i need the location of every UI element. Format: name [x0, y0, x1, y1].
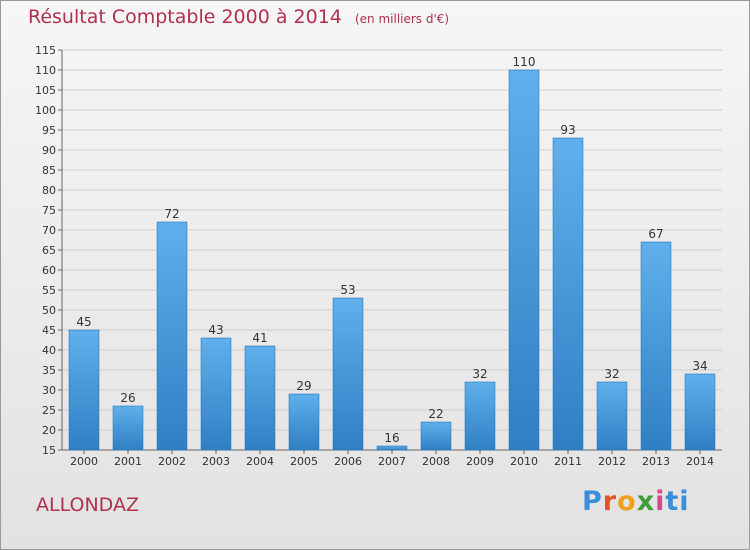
bar: [508, 69, 540, 451]
bar: [112, 405, 144, 451]
x-tick-label: 2011: [554, 455, 582, 468]
y-tick-label: 80: [42, 184, 56, 197]
data-label: 53: [340, 283, 355, 297]
data-label: 29: [296, 379, 311, 393]
y-tick-label: 60: [42, 264, 56, 277]
y-tick-label: 50: [42, 304, 56, 317]
data-label: 26: [120, 391, 135, 405]
commune-name: ALLONDAZ: [36, 494, 139, 516]
logo-letter: x: [636, 486, 656, 517]
y-tick-label: 15: [42, 444, 56, 457]
y-tick-label: 65: [42, 244, 56, 257]
x-tick-label: 2000: [70, 455, 98, 468]
y-tick-label: 85: [42, 164, 56, 177]
data-label: 43: [208, 323, 223, 337]
logo-letter: i: [655, 486, 666, 517]
data-label: 32: [472, 367, 487, 381]
logo-letter: o: [617, 486, 637, 517]
bar: [464, 381, 496, 451]
bar: [288, 393, 320, 451]
data-label: 22: [428, 407, 443, 421]
y-tick-label: 25: [42, 404, 56, 417]
y-tick-label: 105: [35, 84, 56, 97]
data-label: 67: [648, 227, 663, 241]
data-label: 72: [164, 207, 179, 221]
x-tick-label: 2012: [598, 455, 626, 468]
x-tick-label: 2001: [114, 455, 142, 468]
bar: [376, 445, 408, 451]
x-tick-label: 2004: [246, 455, 274, 468]
bar: [420, 421, 452, 451]
data-label: 32: [604, 367, 619, 381]
x-tick-label: 2007: [378, 455, 406, 468]
bar: [596, 381, 628, 451]
y-tick-label: 75: [42, 204, 56, 217]
logo-letter: P: [582, 486, 603, 517]
logo-letter: r: [602, 486, 618, 517]
x-tick-label: 2005: [290, 455, 318, 468]
y-tick-label: 30: [42, 384, 56, 397]
data-label: 110: [513, 55, 536, 69]
x-tick-label: 2003: [202, 455, 230, 468]
y-tick-label: 90: [42, 144, 56, 157]
x-tick-label: 2010: [510, 455, 538, 468]
y-tick-label: 35: [42, 364, 56, 377]
bar: [332, 297, 364, 451]
chart-title-main: Résultat Comptable 2000 à 2014: [28, 6, 342, 28]
x-tick-label: 2008: [422, 455, 450, 468]
y-tick-label: 20: [42, 424, 56, 437]
y-tick-label: 110: [35, 64, 56, 77]
x-tick-label: 2009: [466, 455, 494, 468]
bar: [552, 137, 584, 451]
y-tick-label: 115: [35, 44, 56, 57]
data-label: 41: [252, 331, 267, 345]
logo-letter: ti: [665, 486, 690, 517]
x-tick-label: 2013: [642, 455, 670, 468]
bar: [640, 241, 672, 451]
chart-title-unit: (en milliers d'€): [354, 12, 450, 26]
data-label: 16: [384, 431, 399, 445]
y-tick-label: 95: [42, 124, 56, 137]
bar: [200, 337, 232, 451]
bar: [684, 373, 716, 451]
bar: [244, 345, 276, 451]
y-tick-label: 40: [42, 344, 56, 357]
data-label: 93: [560, 123, 575, 137]
chart-title: Résultat Comptable 2000 à 2014 (en milli…: [28, 6, 449, 28]
data-label: 34: [692, 359, 707, 373]
y-tick-label: 45: [42, 324, 56, 337]
x-tick-label: 2002: [158, 455, 186, 468]
x-tick-label: 2006: [334, 455, 362, 468]
bar: [156, 221, 188, 451]
x-tick-label: 2014: [686, 455, 714, 468]
y-tick-label: 55: [42, 284, 56, 297]
bar: [68, 329, 100, 451]
y-tick-label: 100: [35, 104, 56, 117]
data-label: 45: [76, 315, 91, 329]
y-tick-label: 70: [42, 224, 56, 237]
proxiti-logo: Proxiti: [582, 486, 690, 517]
